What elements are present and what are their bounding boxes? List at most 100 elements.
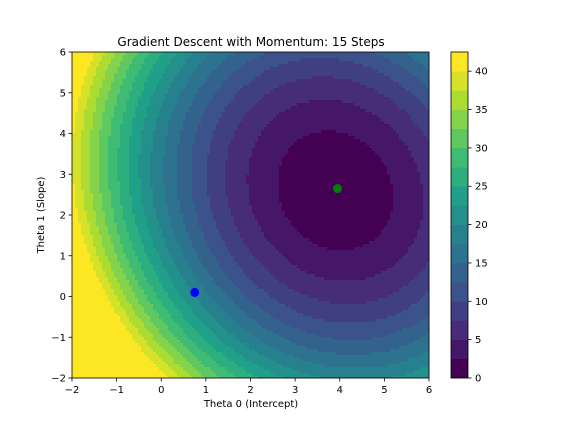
contour-cell	[189, 124, 193, 128]
contour-cell	[300, 73, 304, 77]
contour-cell	[282, 133, 286, 137]
contour-cell	[276, 148, 280, 152]
contour-cell	[309, 91, 313, 95]
contour-cell	[87, 67, 91, 71]
contour-cell	[390, 103, 394, 107]
contour-cell	[351, 157, 355, 161]
contour-cell	[156, 124, 160, 128]
contour-cell	[396, 133, 400, 137]
contour-cell	[171, 112, 175, 116]
contour-cell	[78, 85, 82, 89]
contour-cell	[420, 175, 424, 179]
contour-cell	[117, 127, 121, 131]
contour-cell	[345, 109, 349, 113]
contour-cell	[276, 130, 280, 134]
contour-cell	[372, 154, 376, 158]
contour-cell	[423, 121, 427, 125]
contour-cell	[240, 136, 244, 140]
contour-cell	[261, 94, 265, 98]
contour-cell	[210, 157, 214, 161]
contour-cell	[276, 136, 280, 140]
contour-cell	[426, 169, 430, 173]
contour-cell	[78, 112, 82, 116]
contour-cell	[171, 139, 175, 143]
contour-cell	[396, 76, 400, 80]
contour-cell	[246, 97, 250, 101]
contour-cell	[111, 88, 115, 92]
contour-cell	[189, 163, 193, 167]
contour-cell	[243, 115, 247, 119]
contour-cell	[180, 118, 184, 122]
contour-cell	[264, 169, 268, 173]
contour-cell	[258, 55, 262, 59]
contour-cell	[402, 79, 406, 83]
contour-cell	[90, 139, 94, 143]
contour-cell	[81, 115, 85, 119]
contour-cell	[381, 97, 385, 101]
contour-cell	[249, 115, 253, 119]
contour-cell	[306, 52, 310, 56]
contour-cell	[273, 169, 277, 173]
contour-cell	[123, 160, 127, 164]
contour-cell	[174, 97, 178, 101]
contour-cell	[300, 106, 304, 110]
contour-cell	[144, 136, 148, 140]
contour-cell	[213, 58, 217, 62]
contour-cell	[126, 88, 130, 92]
contour-cell	[264, 82, 268, 86]
contour-cell	[168, 160, 172, 164]
contour-cell	[270, 58, 274, 62]
contour-cell	[267, 172, 271, 176]
contour-cell	[111, 112, 115, 116]
contour-cell	[303, 58, 307, 62]
contour-cell	[309, 121, 313, 125]
contour-cell	[243, 169, 247, 173]
contour-cell	[81, 97, 85, 101]
contour-cell	[219, 139, 223, 143]
contour-cell	[159, 82, 163, 86]
contour-cell	[162, 163, 166, 167]
contour-cell	[237, 100, 241, 104]
contour-cell	[303, 115, 307, 119]
contour-cell	[369, 109, 373, 113]
contour-cell	[171, 79, 175, 83]
contour-cell	[240, 106, 244, 110]
contour-cell	[393, 64, 397, 68]
contour-cell	[75, 160, 79, 164]
contour-cell	[141, 148, 145, 152]
contour-cell	[174, 70, 178, 74]
contour-cell	[108, 124, 112, 128]
contour-cell	[309, 109, 313, 113]
contour-cell	[417, 64, 421, 68]
contour-cell	[81, 130, 85, 134]
contour-cell	[231, 88, 235, 92]
contour-cell	[345, 154, 349, 158]
contour-cell	[174, 106, 178, 110]
contour-cell	[378, 73, 382, 77]
contour-cell	[186, 103, 190, 107]
contour-cell	[315, 103, 319, 107]
contour-cell	[180, 139, 184, 143]
contour-cell	[189, 55, 193, 59]
contour-cell	[120, 127, 124, 131]
contour-cell	[84, 100, 88, 104]
contour-cell	[405, 136, 409, 140]
contour-cell	[174, 64, 178, 68]
contour-cell	[345, 127, 349, 131]
contour-cell	[321, 169, 325, 173]
contour-cell	[183, 145, 187, 149]
contour-cell	[309, 142, 313, 146]
contour-cell	[309, 148, 313, 152]
contour-cell	[216, 169, 220, 173]
contour-cell	[360, 112, 364, 116]
contour-cell	[162, 124, 166, 128]
contour-cell	[153, 121, 157, 125]
contour-cell	[369, 133, 373, 137]
contour-cell	[207, 91, 211, 95]
contour-cell	[399, 70, 403, 74]
contour-cell	[276, 97, 280, 101]
contour-cell	[318, 67, 322, 71]
contour-cell	[363, 136, 367, 140]
contour-cell	[270, 55, 274, 59]
contour-cell	[189, 154, 193, 158]
